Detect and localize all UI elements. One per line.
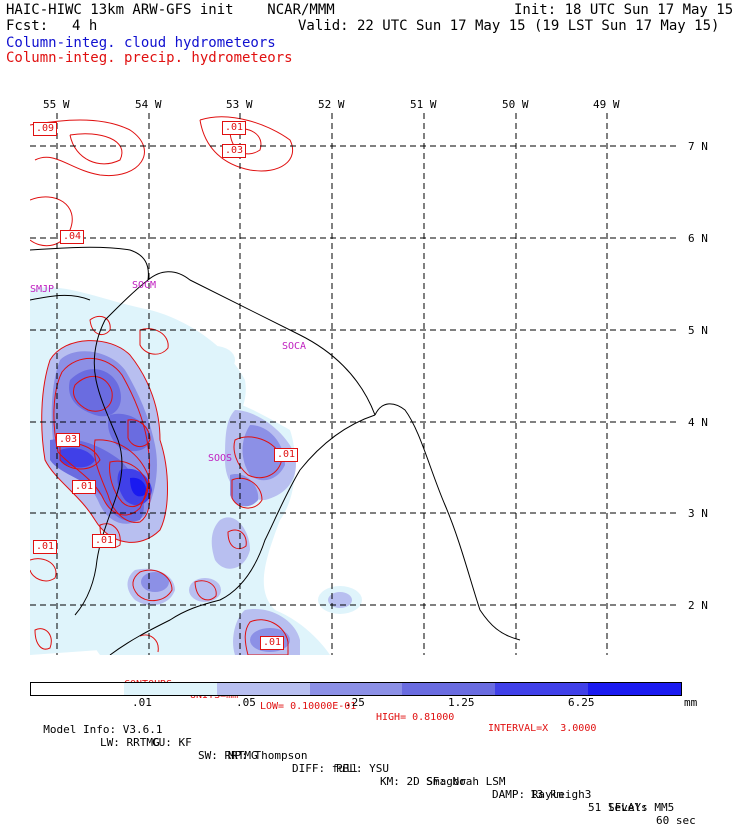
colorbar-segment [588, 683, 682, 695]
colorbar-segment [31, 683, 124, 695]
lat-label: 4 N [688, 416, 708, 429]
lon-label: 49 W [593, 98, 620, 111]
timestep: 60 sec [656, 814, 696, 827]
model-title: HAIC-HIWC 13km ARW-GFS init NCAR/MMM [6, 2, 335, 18]
high-label: HIGH= 0.81000 [376, 712, 455, 723]
colorbar-segment [495, 683, 589, 695]
lon-label: 52 W [318, 98, 345, 111]
model-info-line1: Model Info: V3.6.1 CU: KF MP: Thompson P… [30, 710, 696, 827]
colorbar-tick: .05 [236, 696, 256, 709]
colorbar-unit: mm [684, 696, 698, 709]
lon-label: 51 W [410, 98, 437, 111]
station-label: SOOS [208, 453, 233, 464]
coastline [30, 246, 521, 655]
low-label: LOW= 0.10000E-01 [260, 701, 357, 712]
lat-label: 6 N [688, 232, 708, 245]
station-label: SMJP [30, 284, 55, 295]
lon-label: 54 W [135, 98, 162, 111]
interval-label: INTERVAL=X 3.0000 [488, 723, 597, 734]
colorbar-tick: .25 [345, 696, 365, 709]
colorbar-segment [402, 683, 496, 695]
colorbar-segment [123, 683, 217, 695]
contour-value-tag: .09 [33, 122, 58, 136]
colorbar-tick: .01 [132, 696, 152, 709]
contour-value-tag: .03 [222, 144, 247, 158]
lat-label: 5 N [688, 324, 708, 337]
station-label: SOCM [132, 280, 157, 291]
lon-label: 50 W [502, 98, 529, 111]
precip-contours [30, 116, 293, 655]
contour-value-tag: .01 [222, 121, 247, 135]
colorbar-segment [216, 683, 310, 695]
valid-time: Valid: 22 UTC Sun 17 May 15 (19 LST Sun … [298, 18, 720, 34]
colorbar-segment [309, 683, 403, 695]
km-option: KM: 2D Smagor [380, 775, 467, 788]
precip-field-label: Column-integ. precip. hydrometeors [6, 50, 293, 66]
model-version: Model Info: V3.6.1 [43, 723, 163, 736]
contour-value-tag: .03 [56, 433, 81, 447]
diff-option: DIFF: full [292, 762, 359, 775]
lat-label: 7 N [688, 140, 708, 153]
colorbar-tick: 1.25 [448, 696, 475, 709]
cloud-field-label: Column-integ. cloud hydrometeors [6, 35, 276, 51]
lat-lon-grid [30, 113, 680, 655]
lat-label: 3 N [688, 507, 708, 520]
lw-scheme: LW: RRTMG [100, 736, 160, 749]
init-time: Init: 18 UTC Sun 17 May 15 [514, 2, 734, 18]
station-label: SOCA [282, 341, 307, 352]
damp-option: DAMP: Rayleigh3 [492, 788, 592, 801]
lon-label: 55 W [43, 98, 70, 111]
contour-value-tag: .01 [260, 636, 285, 650]
forecast-label: Fcst: [6, 18, 49, 34]
colorbar-tick: 6.25 [568, 696, 595, 709]
model-info-line2: LW: RRTMG SW: RRTMG DIFF: full KM: 2D Sm… [30, 723, 674, 814]
map-canvas [30, 113, 680, 655]
sflay-option: SFLAY: MM5 [608, 801, 675, 814]
sw-scheme: SW: RRTMG [198, 749, 258, 762]
lon-label: 53 W [226, 98, 253, 111]
contour-value-tag: .04 [60, 230, 85, 244]
forecast-hour: 4 h [72, 18, 98, 34]
contour-value-tag: .01 [72, 480, 97, 494]
contour-value-tag: .01 [33, 540, 58, 554]
lat-label: 2 N [688, 599, 708, 612]
contour-value-tag: .01 [92, 534, 117, 548]
colorbar [30, 682, 682, 696]
contour-value-tag: .01 [274, 448, 299, 462]
